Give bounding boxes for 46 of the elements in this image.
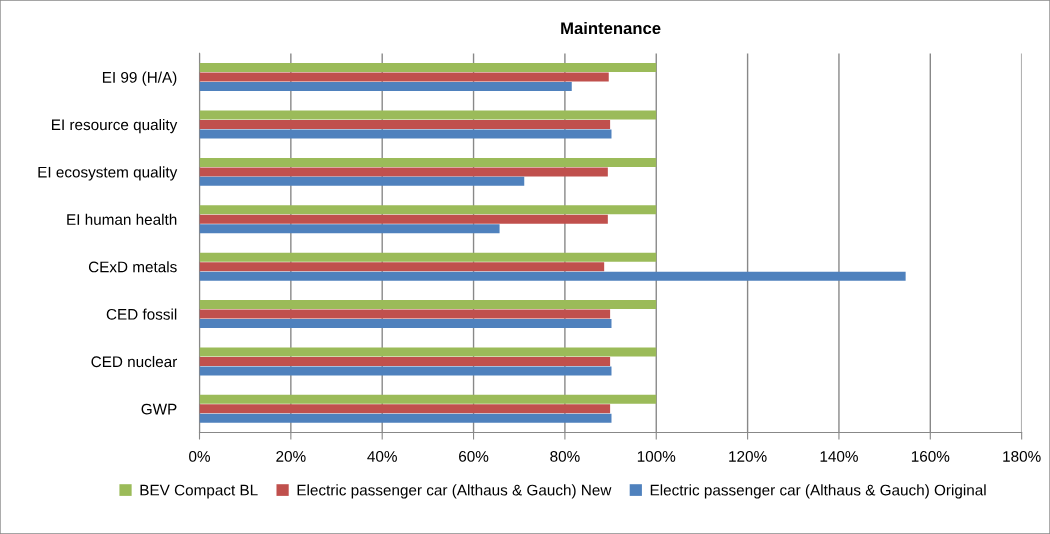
x-tick-label: 120% <box>729 451 767 462</box>
legend-label: BEV Compact BL <box>140 484 258 499</box>
bar <box>199 271 906 281</box>
x-tick-label: 180% <box>1003 451 1041 462</box>
bar <box>199 205 657 215</box>
y-tick-label: EI human health <box>67 213 177 225</box>
x-tick-label: 40% <box>367 451 397 462</box>
bar <box>199 157 657 167</box>
bar <box>199 72 609 82</box>
chart-title: Maintenance <box>561 21 661 35</box>
bar <box>199 119 611 129</box>
x-tick-label: 60% <box>459 451 489 462</box>
bar <box>199 110 657 120</box>
bar <box>199 167 608 177</box>
bar <box>199 262 605 272</box>
bar <box>199 82 572 92</box>
bar <box>199 252 657 262</box>
bar <box>199 404 611 414</box>
y-tick-label: GWP <box>141 403 177 415</box>
bar <box>199 309 611 319</box>
x-tick-label: 140% <box>820 451 858 462</box>
x-tick-label: 20% <box>276 451 306 462</box>
x-tick-label: 160% <box>911 451 950 462</box>
bar <box>199 413 612 423</box>
bar <box>199 176 525 186</box>
y-tick-label: EI ecosystem quality <box>38 166 178 181</box>
y-tick-label: EI resource quality <box>52 118 178 134</box>
x-tick-label: 0% <box>189 451 210 462</box>
bar <box>199 129 612 139</box>
y-tick-label: EI 99 (H/A) <box>102 71 177 86</box>
y-tick-label: CED fossil <box>106 308 177 320</box>
x-tick-label: 80% <box>550 451 580 462</box>
bar <box>199 214 608 224</box>
y-tick-label: CED nuclear <box>91 355 178 368</box>
x-tick-label: 100% <box>637 451 676 462</box>
bar <box>199 63 657 73</box>
bar <box>199 394 657 404</box>
bar <box>199 319 612 329</box>
legend-label: Electric passenger car (Althaus & Gauch) New <box>297 484 612 499</box>
legend-label: Electric passenger car (Althaus & Gauch) Original <box>650 484 986 499</box>
bar <box>199 356 611 366</box>
bar <box>199 347 657 357</box>
bar <box>199 224 500 234</box>
y-tick-label: CExD metals <box>88 261 177 273</box>
bar <box>199 300 657 310</box>
bar <box>199 366 612 376</box>
